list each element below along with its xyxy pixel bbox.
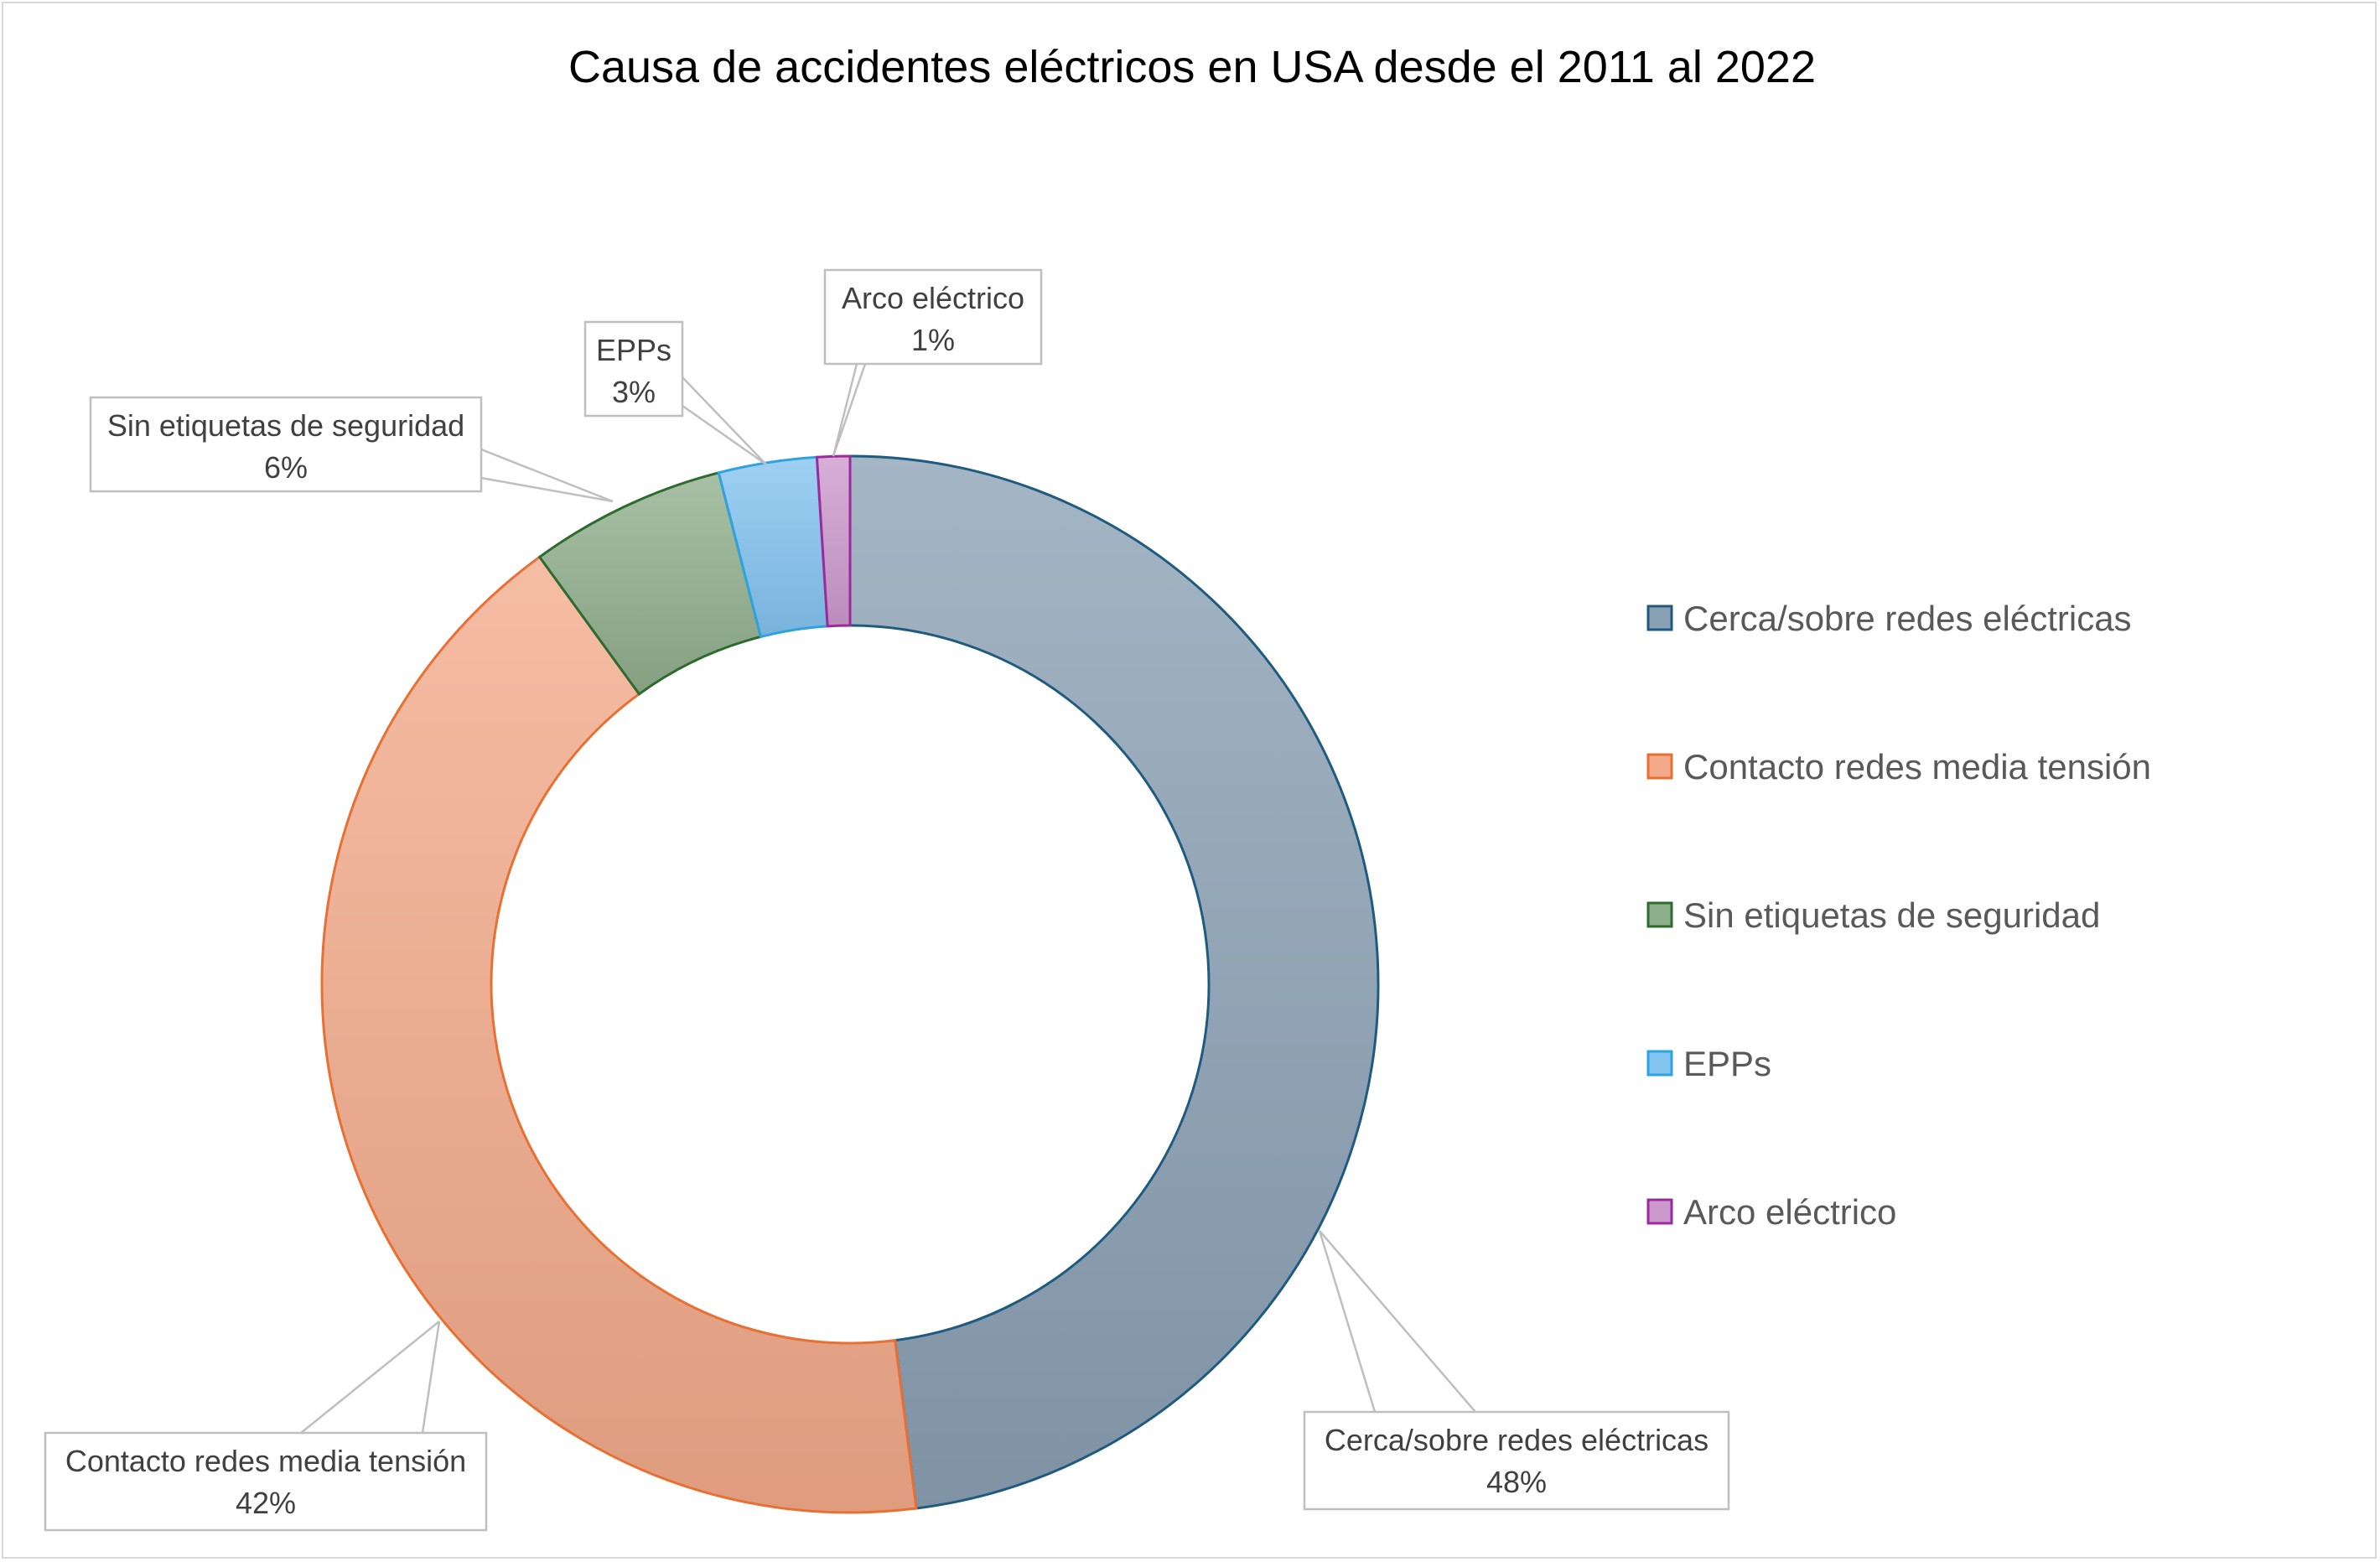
- legend-label-sin-etiquetas-de-seguridad: Sin etiquetas de seguridad: [1683, 895, 2100, 935]
- data-label-value-sin-etiquetas-de-seguridad: 6%: [264, 450, 308, 485]
- slice-contacto-redes-media-tension: [320, 555, 918, 1514]
- legend-label-arco-electrico: Arco eléctrico: [1683, 1192, 1896, 1232]
- legend-swatch-sin-etiquetas-de-seguridad: [1646, 901, 1673, 928]
- slice-cerca-sobre-redes-electricas: [848, 454, 1380, 1510]
- data-label-category-cerca-sobre-redes-electricas: Cerca/sobre redes eléctricas: [1325, 1423, 1709, 1457]
- legend-swatch-epps: [1646, 1050, 1673, 1077]
- legend-label-epps: EPPs: [1683, 1044, 1771, 1083]
- data-label-category-sin-etiquetas-de-seguridad: Sin etiquetas de seguridad: [107, 408, 464, 443]
- data-label-value-epps: 3%: [612, 375, 656, 409]
- slices-group: [320, 454, 1380, 1514]
- data-label-box-contacto-redes-media-tension: [44, 1431, 488, 1532]
- data-label-category-contacto-redes-media-tension: Contacto redes media tensión: [65, 1444, 466, 1478]
- doughnut-chart: Causa de accidentes eléctricos en USA de…: [44, 42, 2151, 1532]
- leader-line-epps: [682, 376, 767, 466]
- leader-lines-group: [300, 363, 1476, 1434]
- data-label-box-cerca-sobre-redes-electricas: [1303, 1410, 1730, 1511]
- chart-title: Causa de accidentes eléctricos en USA de…: [568, 42, 1816, 92]
- legend: Cerca/sobre redes eléctricas Contacto red…: [1646, 599, 2151, 1232]
- leader-line-arco-electrico: [832, 363, 867, 457]
- legend-swatch-cerca-sobre-redes-electricas: [1646, 605, 1673, 631]
- data-label-box-arco-electrico: [823, 268, 1043, 366]
- legend-swatch-contacto-redes-media-tension: [1646, 753, 1673, 780]
- legend-swatch-arco-electrico: [1646, 1198, 1673, 1225]
- data-labels-group: Cerca/sobre redes eléctricas 48% Contacto …: [44, 268, 1730, 1532]
- leader-line-contacto-redes-media-tension: [300, 1321, 441, 1434]
- data-label-value-arco-electrico: 1%: [911, 323, 955, 357]
- data-label-value-contacto-redes-media-tension: 42%: [236, 1486, 296, 1520]
- leader-line-cerca-sobre-redes-electricas: [1318, 1230, 1476, 1413]
- data-label-box-sin-etiquetas-de-seguridad: [89, 396, 483, 493]
- data-label-box-epps: [583, 320, 684, 418]
- slice-arco-electrico: [815, 454, 852, 628]
- data-label-category-arco-electrico: Arco eléctrico: [842, 281, 1024, 315]
- legend-label-contacto-redes-media-tension: Contacto redes media tensión: [1683, 747, 2151, 786]
- data-label-category-epps: EPPs: [596, 333, 671, 367]
- leader-line-sin-etiquetas-de-seguridad: [480, 448, 614, 503]
- data-label-value-cerca-sobre-redes-electricas: 48%: [1486, 1465, 1547, 1499]
- legend-label-cerca-sobre-redes-electricas: Cerca/sobre redes eléctricas: [1683, 599, 2132, 638]
